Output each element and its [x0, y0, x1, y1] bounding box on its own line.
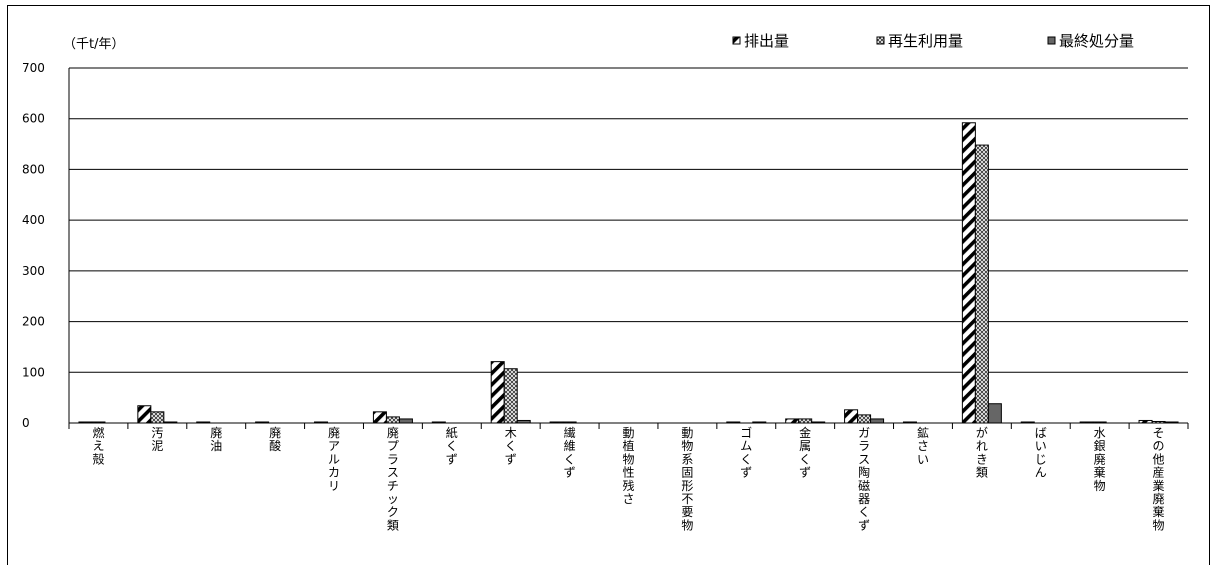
legend-swatch	[876, 36, 885, 45]
chart-frame: （千t/年） 排出量 再生利用量 最終処分量 700 600 800 400 300 200 1…	[7, 5, 1210, 565]
category-label: 汚泥	[151, 426, 163, 453]
category-label: 廃酸	[269, 425, 281, 453]
legend-label: 再生利用量	[888, 32, 963, 50]
bar	[785, 418, 800, 424]
y-tick-label: 200	[22, 315, 45, 329]
category-label: 繊維くず	[564, 426, 576, 480]
y-axis: 700 600 800 400 300 200 100 0	[22, 61, 70, 430]
category-label: 金属くず	[799, 425, 811, 480]
y-tick-label: 800	[22, 162, 45, 176]
category-label: ゴムくず	[740, 425, 752, 480]
category-label: ばいじん	[1035, 426, 1047, 480]
unit-label: （千t/年）	[63, 37, 124, 52]
bar	[961, 122, 976, 424]
legend-swatch	[1047, 36, 1056, 45]
category-label: 鉱さい	[917, 425, 929, 466]
bar-chart: （千t/年） 排出量 再生利用量 最終処分量 700 600 800 400 300 200 1…	[22, 32, 1189, 532]
bar	[503, 368, 518, 424]
bar	[798, 418, 813, 424]
y-tick-label: 600	[22, 112, 45, 126]
category-label: 動植物性残さ	[622, 426, 634, 506]
legend-swatch	[732, 36, 741, 45]
bar	[844, 409, 859, 424]
bar	[137, 405, 152, 424]
legend-label: 最終処分量	[1059, 32, 1134, 50]
category-label: 水銀廃棄物	[1094, 426, 1106, 493]
category-label: その他産業廃棄物	[1153, 426, 1165, 532]
bar	[385, 416, 400, 424]
bar	[974, 144, 989, 424]
category-label: がれき類	[976, 425, 988, 480]
y-tick-label: 400	[22, 213, 45, 227]
y-tick-label: 100	[22, 365, 45, 379]
x-axis: 燃え殻 汚泥 廃油 廃酸 廃アルカリ 廃プラスチック類 紙くず 木くず 繊維くず 動植物性残さ 動物…	[68, 422, 1189, 532]
bar	[372, 411, 387, 424]
category-label: 廃プラスチック類	[387, 425, 399, 532]
category-label: 紙くず	[446, 425, 458, 466]
y-tick-label: 0	[22, 416, 30, 430]
category-label: 木くず	[505, 426, 517, 466]
y-tick-label: 700	[22, 61, 45, 75]
legend: 排出量 再生利用量 最終処分量	[732, 32, 1134, 50]
bar	[987, 403, 1002, 424]
bar	[870, 418, 885, 424]
category-label: 動物系固形不要物	[681, 426, 693, 532]
bar	[857, 414, 872, 424]
category-label: ガラス陶磁器くず	[858, 426, 870, 532]
bar	[398, 418, 413, 424]
category-label: 燃え殻	[92, 425, 104, 466]
bar	[150, 411, 165, 424]
bars	[78, 122, 1179, 424]
bar	[490, 361, 505, 424]
category-label: 廃油	[210, 425, 222, 453]
y-tick-label: 300	[22, 264, 45, 278]
gridlines	[69, 67, 1188, 424]
legend-label: 排出量	[744, 32, 789, 50]
category-label: 廃アルカリ	[328, 425, 340, 493]
